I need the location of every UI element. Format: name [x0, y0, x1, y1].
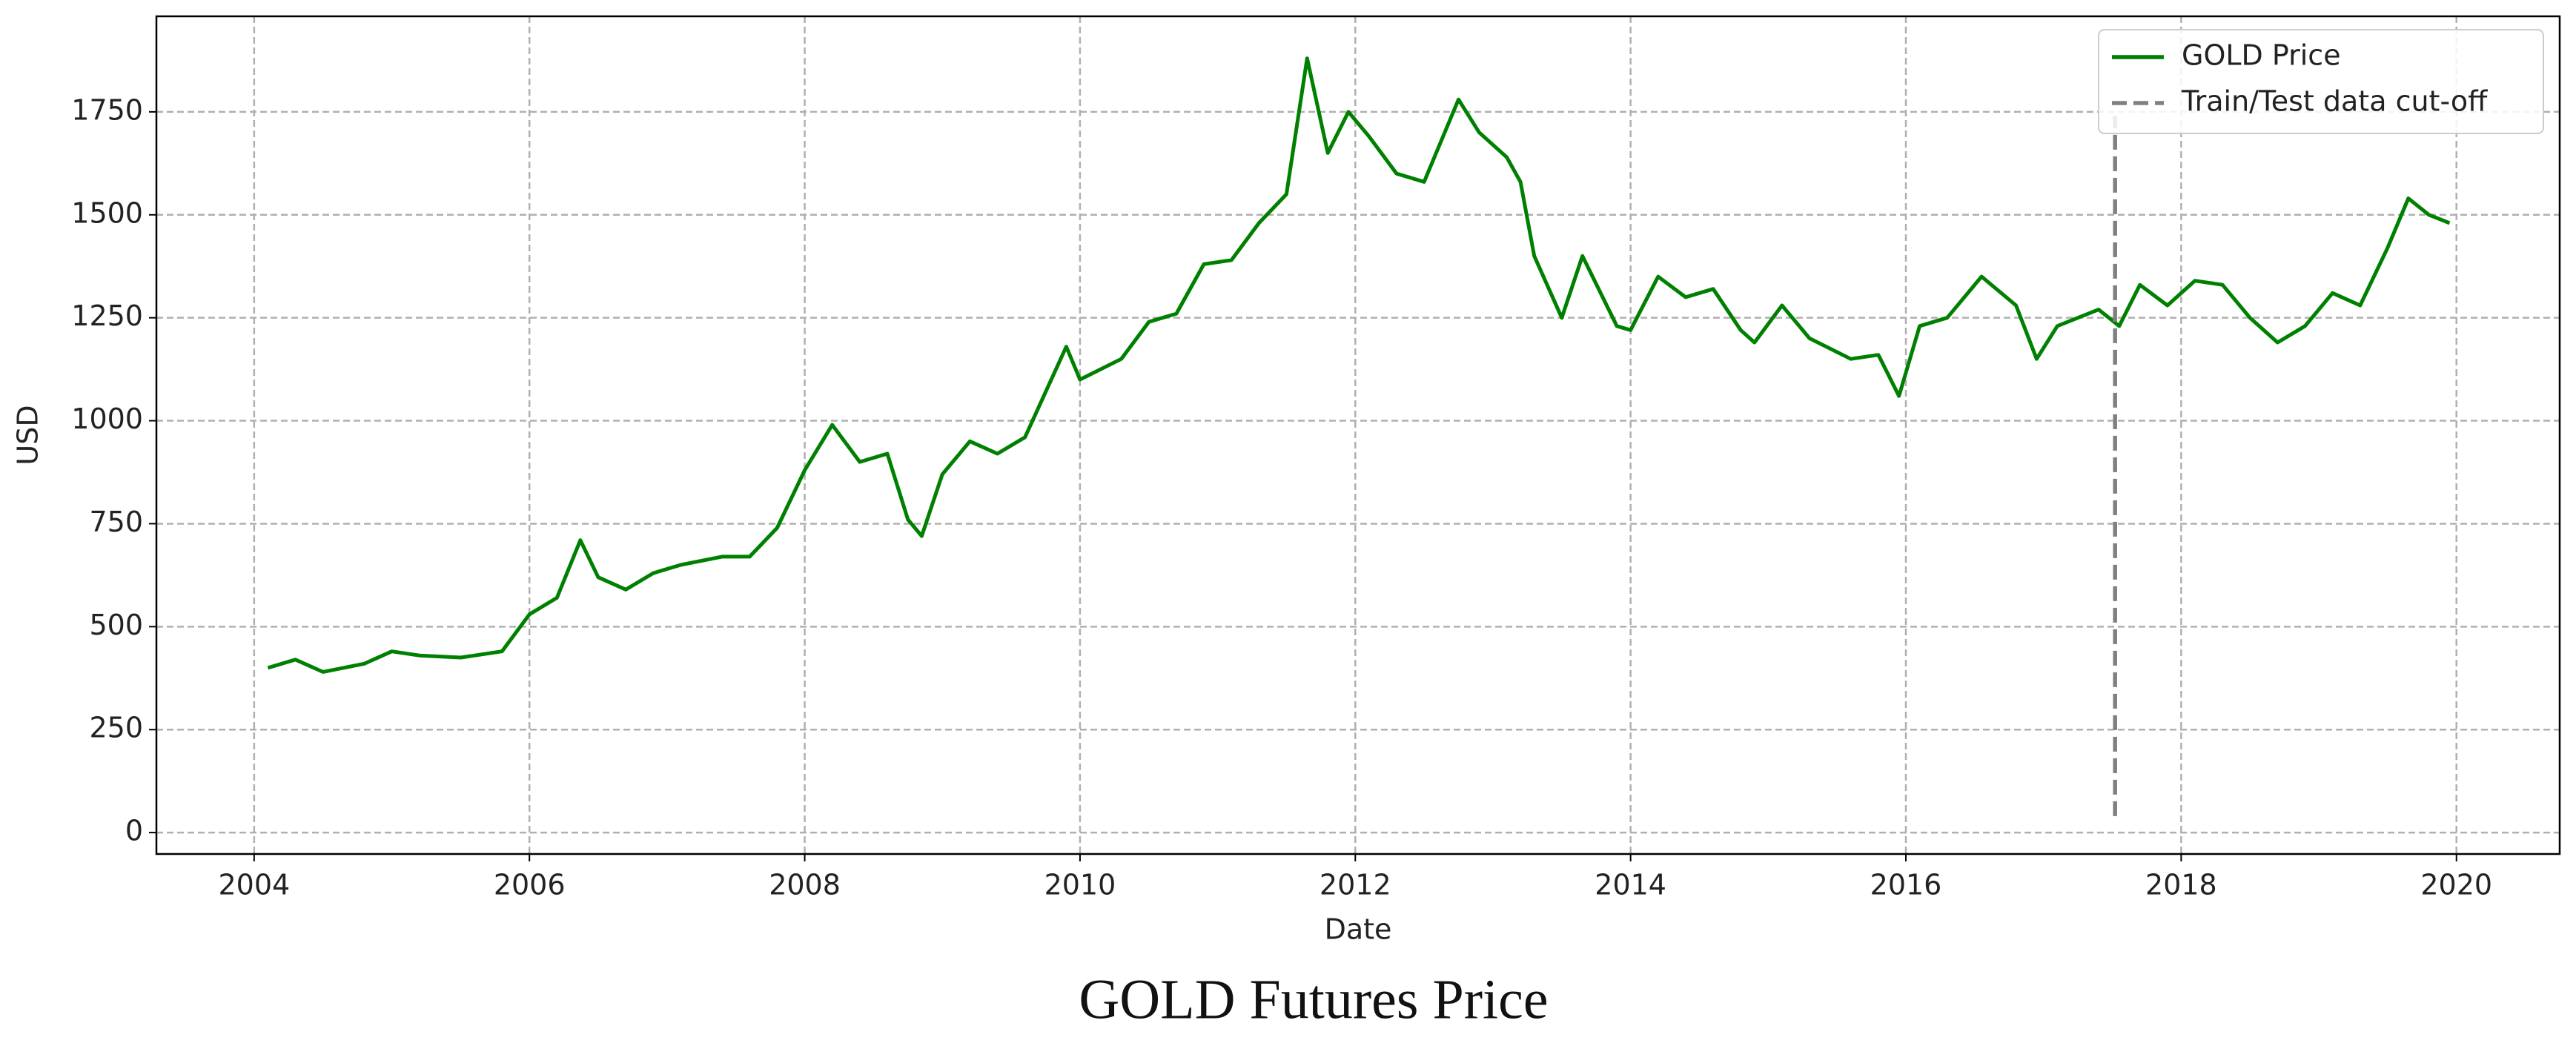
x-tick-label: 2016 — [1870, 869, 1942, 901]
x-tick-label: 2008 — [769, 869, 841, 901]
chart-title: GOLD Futures Price — [1079, 968, 1548, 1030]
y-tick-label: 250 — [89, 712, 143, 744]
x-tick-label: 2014 — [1595, 869, 1666, 901]
y-tick-label: 1750 — [71, 93, 143, 126]
x-tick-label: 2006 — [494, 869, 566, 901]
legend-box — [2098, 29, 2544, 134]
legend-label: GOLD Price — [2182, 39, 2341, 72]
y-tick-label: 750 — [89, 506, 143, 538]
plot-frame — [155, 15, 2561, 855]
y-tick-label: 1250 — [71, 299, 143, 332]
x-axis-label: Date — [1325, 913, 1392, 946]
price-line — [267, 56, 2451, 674]
y-tick-label: 0 — [125, 815, 143, 847]
x-tick-label: 2020 — [2420, 869, 2492, 901]
x-tick-label: 2012 — [1320, 869, 1391, 901]
y-tick-label: 1000 — [71, 403, 143, 435]
y-tick-label: 1500 — [71, 196, 143, 229]
y-tick-label: 500 — [89, 609, 143, 641]
x-tick-label: 2010 — [1044, 869, 1116, 901]
x-tick-label: 2018 — [2145, 869, 2217, 901]
x-tick-label: 2004 — [218, 869, 290, 901]
y-axis-label: USD — [12, 405, 44, 465]
legend-label: Train/Test data cut-off — [2181, 85, 2488, 118]
